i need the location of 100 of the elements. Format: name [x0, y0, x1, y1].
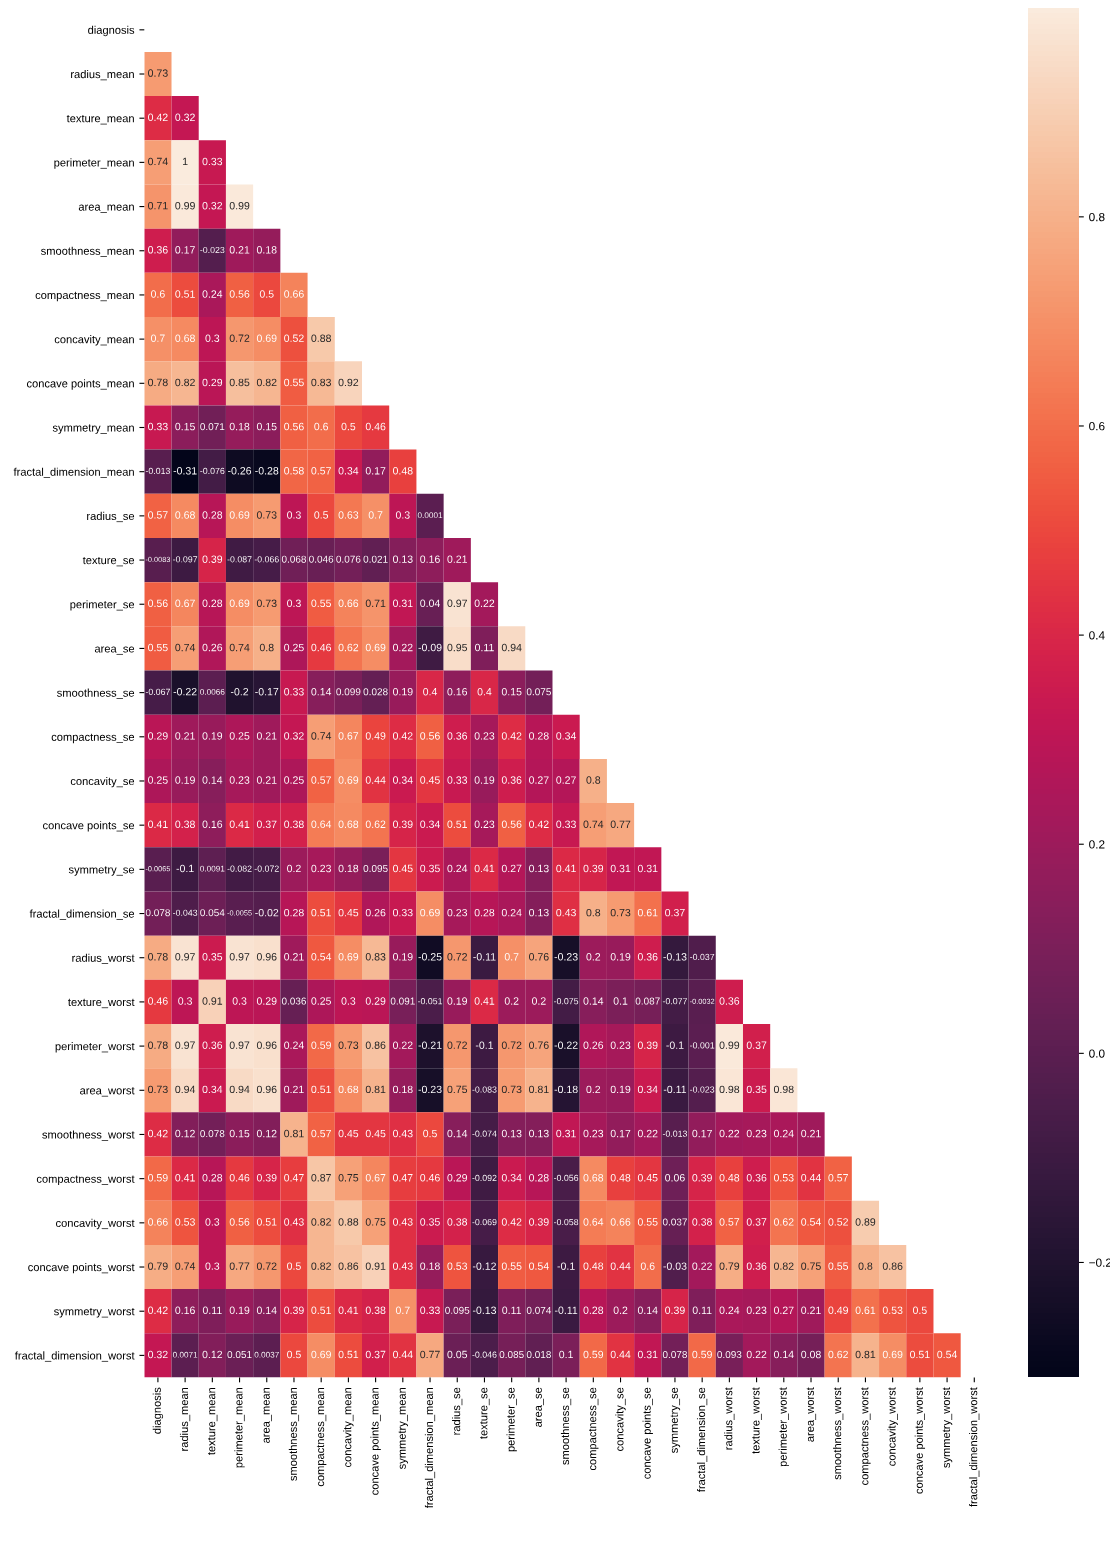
- data-label: 0.69: [256, 334, 277, 342]
- data-label: 0.17: [610, 1129, 631, 1138]
- data-label: -0.072: [254, 865, 279, 872]
- data-label: 0.57: [719, 1218, 740, 1226]
- data-label: 0.018: [526, 1351, 551, 1359]
- data-label: 0.34: [392, 776, 413, 784]
- data-label: 0.4: [477, 687, 492, 696]
- data-label: 0.13: [501, 1129, 522, 1138]
- data-label: 0.3: [178, 997, 192, 1005]
- data-label: 0.42: [392, 732, 413, 740]
- data-label: 0.6: [640, 1262, 655, 1270]
- data-label: 0.14: [637, 1306, 658, 1315]
- y-tick-label: radius_se: [87, 511, 135, 523]
- data-label: 0.39: [256, 1174, 277, 1182]
- data-label: 0.13: [392, 555, 413, 563]
- x-tick-label: concavity_worst: [887, 1387, 898, 1466]
- x-tick-label: concave points_mean: [370, 1387, 381, 1495]
- x-tick-label: diagnosis: [152, 1387, 164, 1434]
- data-label: 0.55: [637, 1218, 658, 1226]
- data-label: 0.69: [882, 1350, 903, 1359]
- data-label: 0.38: [447, 1218, 468, 1226]
- data-label: -0.18: [554, 1085, 578, 1094]
- data-label: 0.69: [311, 1350, 331, 1359]
- data-label: 0.08: [801, 1350, 821, 1359]
- data-label: 0.29: [202, 378, 223, 387]
- data-label: -0.067: [145, 688, 170, 695]
- y-tick-label: concavity_se: [70, 776, 135, 788]
- data-label: 0.78: [148, 1041, 168, 1049]
- data-label: -0.056: [554, 1174, 579, 1182]
- data-label: 0.36: [719, 997, 740, 1005]
- x-tick-label: smoothness_se: [560, 1387, 572, 1465]
- data-label: 0.3: [232, 997, 247, 1005]
- data-label: 0.89: [855, 1218, 876, 1226]
- data-label: 0.37: [746, 1041, 767, 1049]
- color-bar-label: 0.8: [1089, 212, 1105, 222]
- data-label: 0.58: [284, 467, 304, 475]
- x-tick-label: area_worst: [806, 1387, 817, 1442]
- data-label: 0.1: [613, 997, 628, 1005]
- data-label: 0.34: [202, 1085, 223, 1094]
- data-label: 0.42: [501, 1218, 522, 1226]
- data-label: 0.15: [229, 1129, 250, 1138]
- y-tick-label: area_mean: [78, 204, 134, 213]
- data-label: 0.23: [229, 776, 250, 784]
- data-label: 0.28: [284, 908, 304, 917]
- data-label: 0.13: [529, 864, 549, 873]
- x-tick-label: area_mean: [263, 1387, 272, 1443]
- data-label: 0.68: [338, 1085, 359, 1094]
- data-label: -0.26: [227, 467, 252, 475]
- data-label: 0.38: [284, 820, 304, 828]
- x-tick-label: compactness_mean: [316, 1387, 327, 1487]
- data-label: 0.49: [828, 1306, 848, 1315]
- data-label: 0.61: [855, 1306, 876, 1315]
- data-label: 0.3: [205, 334, 220, 342]
- data-label: -0.077: [662, 998, 687, 1005]
- data-label: 0.0001: [417, 512, 443, 519]
- data-label: 0.35: [420, 1218, 440, 1226]
- data-label: 0.56: [229, 290, 250, 298]
- data-label: 0.47: [392, 1174, 413, 1182]
- y-tick-label: texture_worst: [68, 998, 135, 1009]
- data-label: 0.19: [229, 1306, 250, 1315]
- data-label: 0.46: [365, 422, 386, 431]
- data-label: -0.1: [475, 1041, 494, 1049]
- data-label: 0.41: [474, 864, 495, 873]
- data-label: -0.092: [472, 1174, 497, 1182]
- data-label: 0.77: [610, 820, 631, 828]
- data-label: 0.0071: [172, 1351, 198, 1358]
- data-label: 0.8: [586, 776, 601, 784]
- data-label: 0.68: [583, 1174, 604, 1182]
- data-label: -0.13: [472, 1306, 497, 1315]
- data-label: 0.34: [637, 1085, 658, 1094]
- data-label: 0.19: [610, 1085, 631, 1094]
- data-label: 0.73: [338, 1041, 359, 1049]
- data-label: 0.21: [256, 732, 277, 740]
- data-label: 0.19: [175, 776, 195, 784]
- data-label: 0.72: [447, 1041, 467, 1049]
- data-label: -0.2: [230, 687, 249, 696]
- data-label: -0.12: [472, 1262, 496, 1270]
- data-label: 0.86: [882, 1262, 903, 1270]
- data-label: 0.32: [175, 113, 195, 122]
- data-label: 0.54: [937, 1350, 958, 1359]
- data-label: 0.82: [256, 378, 277, 387]
- data-label: 0.83: [311, 378, 331, 387]
- y-tick-label: fractal_dimension_mean: [13, 467, 134, 478]
- x-tick-label: concave points_worst: [914, 1387, 926, 1494]
- data-label: 0.2: [613, 1306, 628, 1315]
- y-tick-label: fractal_dimension_worst: [14, 1351, 135, 1362]
- data-label: 0.36: [148, 246, 168, 254]
- data-label: 0.19: [447, 997, 468, 1005]
- data-label: 0.35: [202, 953, 223, 961]
- data-label: 0.28: [202, 511, 223, 519]
- data-label: 0.051: [227, 1351, 252, 1359]
- x-tick-label: radius_se: [452, 1387, 463, 1435]
- data-label: 0.17: [365, 467, 386, 475]
- data-label: 0.51: [311, 908, 331, 917]
- data-label: 0.82: [773, 1262, 794, 1270]
- data-label: 0.24: [719, 1306, 740, 1315]
- data-label: 1: [182, 157, 188, 166]
- data-label: 0.054: [200, 909, 225, 917]
- data-label: 0.74: [175, 643, 196, 652]
- data-label: 0.28: [529, 1174, 549, 1182]
